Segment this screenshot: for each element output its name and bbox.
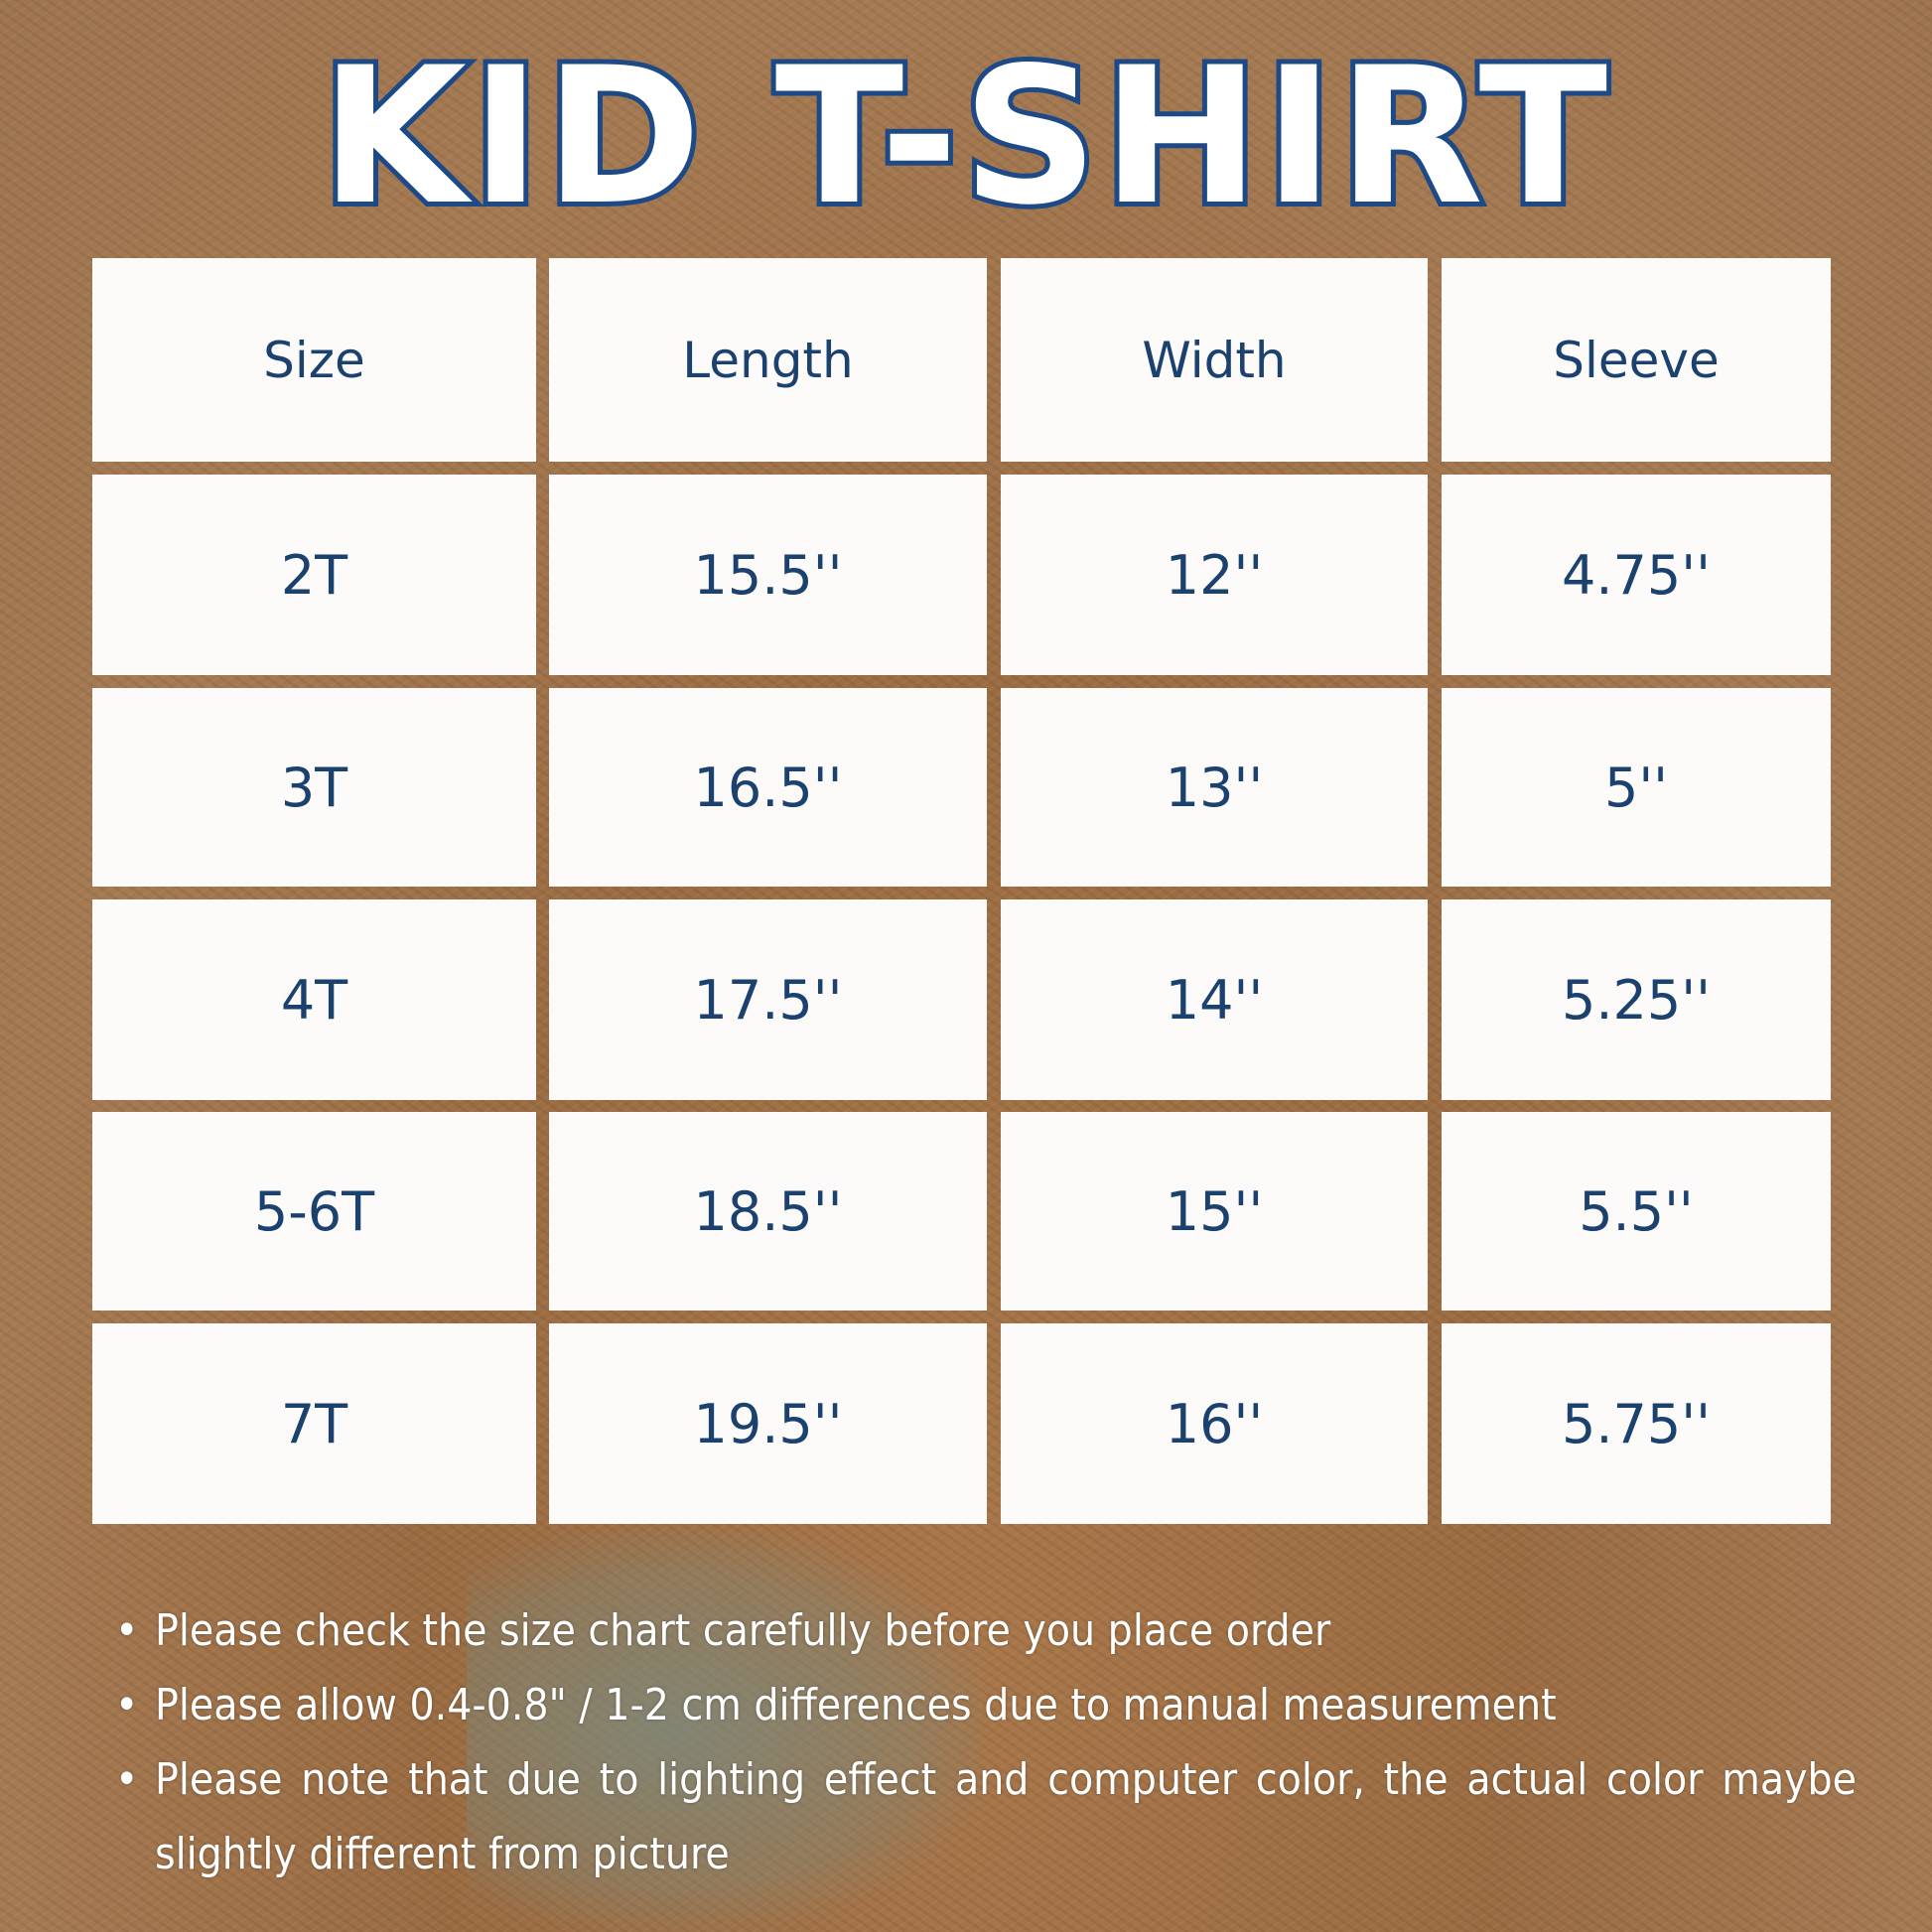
table-cell: 16'' [1001,1323,1428,1524]
table-cell: 5.5'' [1442,1112,1831,1311]
table-cell: 5.25'' [1442,899,1831,1100]
table-cell: 13'' [1001,688,1428,887]
note-item: Please note that due to lighting effect … [109,1742,1857,1891]
table-header-cell: Size [92,258,536,462]
table-cell: 4T [92,899,536,1100]
table-cell: 19.5'' [549,1323,987,1524]
note-item: Please check the size chart carefully be… [109,1593,1857,1668]
table-cell: 5.75'' [1442,1323,1831,1524]
table-header-cell: Width [1001,258,1428,462]
table-cell: 18.5'' [549,1112,987,1311]
table-cell: 2T [92,475,536,675]
table-cell: 15.5'' [549,475,987,675]
table-cell: 7T [92,1323,536,1524]
table-cell: 5'' [1442,688,1831,887]
note-item: Please allow 0.4-0.8" / 1-2 cm differenc… [109,1668,1857,1742]
table-header-cell: Sleeve [1442,258,1831,462]
page-title: KID T-SHIRT [316,27,1612,246]
table-cell: 14'' [1001,899,1428,1100]
table-cell: 5-6T [92,1112,536,1311]
notes-list: Please check the size chart carefully be… [109,1593,1857,1891]
table-cell: 17.5'' [549,899,987,1100]
table-cell: 4.75'' [1442,475,1831,675]
table-cell: 3T [92,688,536,887]
table-cell: 12'' [1001,475,1428,675]
table-header-cell: Length [549,258,987,462]
table-cell: 15'' [1001,1112,1428,1311]
table-cell: 16.5'' [549,688,987,887]
